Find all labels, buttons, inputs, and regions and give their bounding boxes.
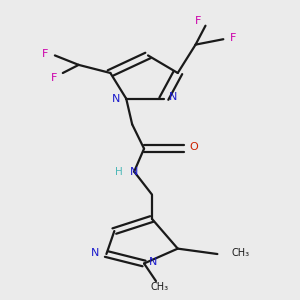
Text: F: F [195, 16, 202, 26]
Text: O: O [189, 142, 198, 152]
Text: N: N [148, 257, 157, 267]
Text: H: H [115, 167, 123, 177]
Text: F: F [230, 33, 236, 43]
Text: N: N [130, 167, 138, 177]
Text: N: N [91, 248, 100, 258]
Text: CH₃: CH₃ [151, 282, 169, 292]
Text: F: F [42, 49, 48, 59]
Text: F: F [51, 73, 57, 83]
Text: N: N [168, 92, 177, 102]
Text: CH₃: CH₃ [231, 248, 249, 258]
Text: N: N [112, 94, 121, 104]
